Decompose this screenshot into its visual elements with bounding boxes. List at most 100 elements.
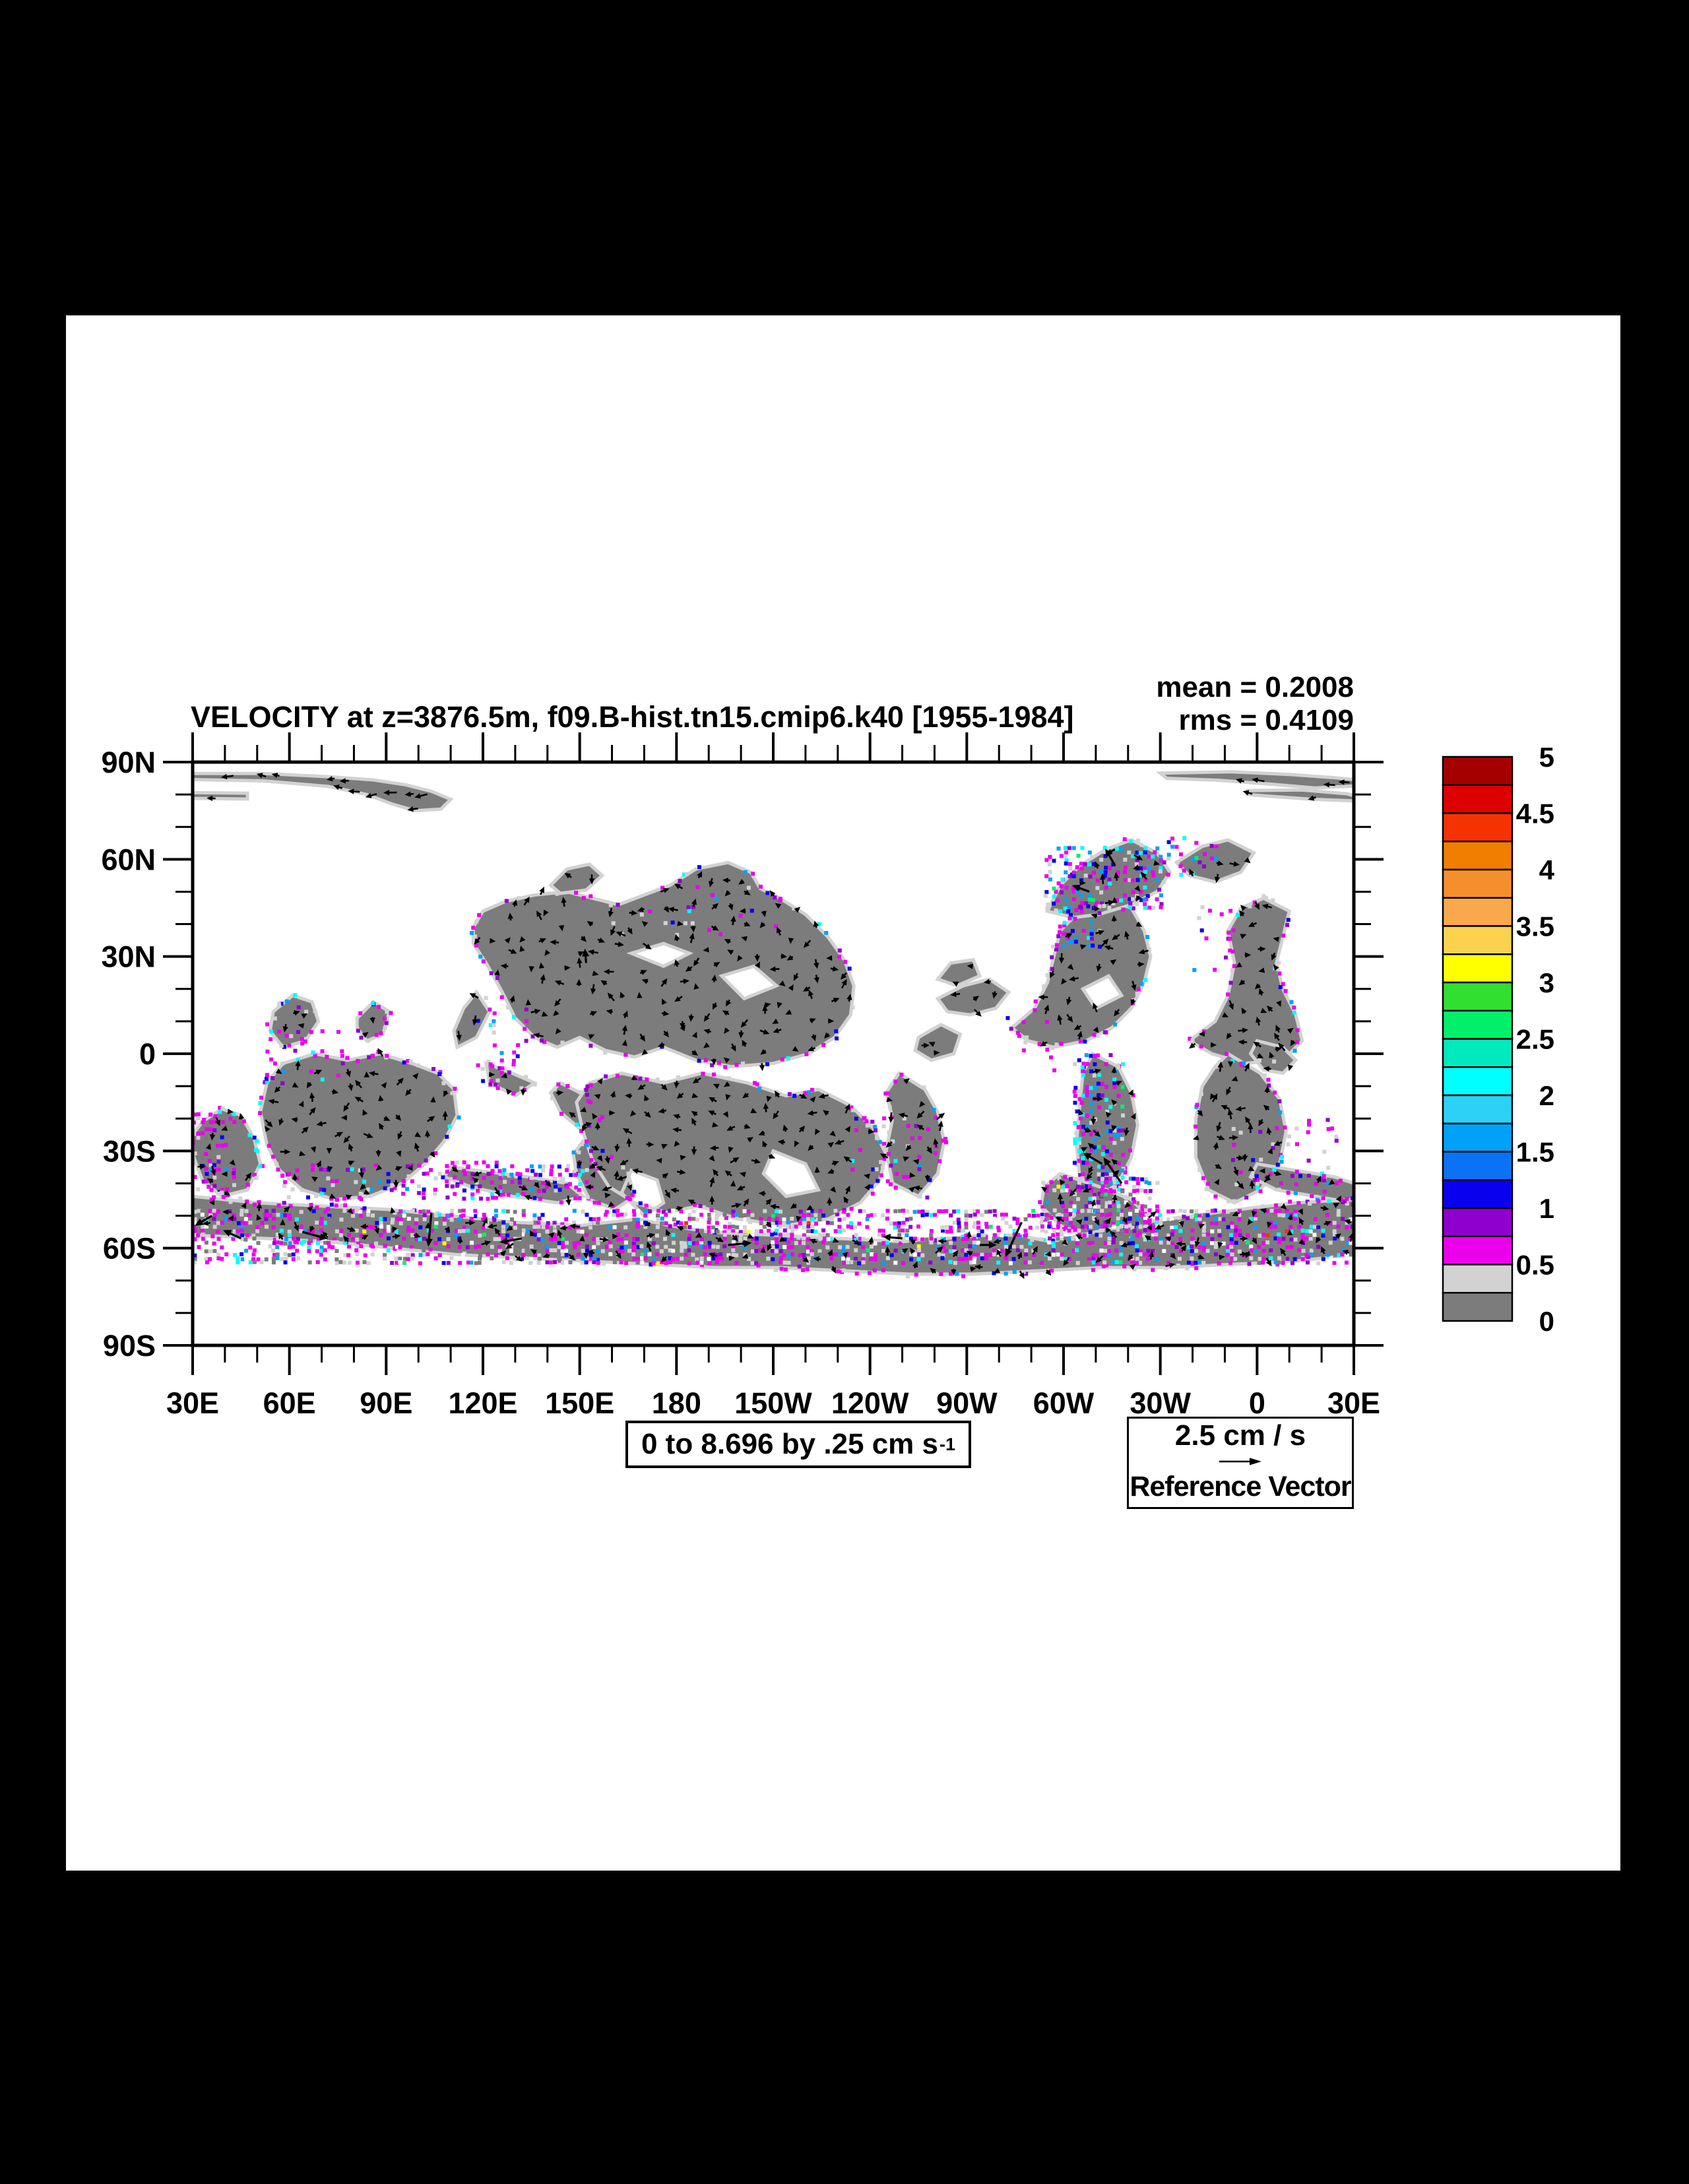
- speckle: [1104, 1220, 1108, 1225]
- velocity-arrow-head: [610, 1091, 616, 1097]
- speckle: [501, 1260, 506, 1264]
- velocity-arrow-head: [703, 947, 709, 953]
- speckle: [1334, 1138, 1339, 1143]
- velocity-arrow-head: [843, 1156, 850, 1163]
- speckle: [1155, 1216, 1159, 1221]
- speckle: [1151, 905, 1156, 910]
- velocity-arrow-head: [1252, 1210, 1258, 1217]
- speckle: [1100, 1184, 1105, 1189]
- velocity-arrow-head: [557, 1229, 563, 1237]
- velocity-arrow-head: [723, 1057, 730, 1064]
- velocity-arrow-head: [1273, 964, 1279, 971]
- speckle: [410, 1256, 414, 1261]
- speckle: [1104, 1213, 1109, 1217]
- speckle: [881, 1261, 886, 1266]
- velocity-arrow-head: [1245, 1116, 1251, 1123]
- velocity-arrow-head: [799, 1126, 806, 1132]
- speckle: [1089, 1148, 1093, 1153]
- speckle: [521, 1209, 526, 1213]
- speckle: [1095, 1033, 1100, 1038]
- velocity-arrow-head: [777, 1002, 782, 1009]
- speckle: [1081, 1132, 1085, 1136]
- velocity-arrow-head: [1233, 861, 1240, 867]
- speckle: [1097, 1205, 1101, 1209]
- speckle: [1096, 1200, 1100, 1204]
- speckle: [821, 1213, 826, 1218]
- velocity-arrow-head: [275, 1068, 282, 1074]
- speckle: [288, 1204, 293, 1208]
- speckle: [212, 1195, 216, 1200]
- speckle: [565, 1233, 569, 1238]
- speckle: [673, 1222, 678, 1227]
- velocity-arrow-head: [1150, 1211, 1157, 1217]
- speckle: [1325, 1252, 1330, 1257]
- velocity-arrow-head: [1308, 795, 1315, 801]
- speckle: [557, 1245, 561, 1250]
- velocity-arrow-head: [934, 1050, 940, 1056]
- speckle: [984, 1225, 989, 1229]
- speckle: [1148, 1189, 1153, 1193]
- velocity-arrow-head: [912, 1159, 920, 1165]
- speckle: [1080, 1176, 1085, 1180]
- velocity-arrow-head: [923, 1043, 930, 1048]
- speckle: [803, 1091, 808, 1095]
- speckle: [386, 1248, 391, 1253]
- speckle: [524, 1007, 528, 1012]
- speckle: [715, 1221, 719, 1225]
- velocity-arrow-head: [589, 878, 595, 885]
- speckle: [554, 1184, 558, 1189]
- speckle: [1093, 1085, 1097, 1089]
- speckle: [1155, 1257, 1159, 1262]
- speckle: [1230, 1158, 1235, 1163]
- velocity-arrow-head: [846, 994, 852, 1000]
- speckle: [656, 1261, 660, 1266]
- speckle: [1043, 893, 1048, 898]
- speckle: [790, 1233, 794, 1237]
- ocean-region-arctic-dash-east: [1246, 788, 1354, 803]
- speckle: [1068, 874, 1072, 879]
- speckle: [232, 1213, 236, 1218]
- velocity-arrow-head: [600, 980, 608, 986]
- speckle: [792, 906, 796, 911]
- velocity-arrow-head: [1133, 864, 1140, 870]
- velocity-arrow-head: [505, 1088, 512, 1095]
- speckle: [386, 1179, 391, 1184]
- speckle: [1320, 1171, 1324, 1176]
- velocity-arrow-head: [1095, 1068, 1102, 1074]
- speckle: [398, 1209, 403, 1213]
- velocity-arrow-head: [1242, 1236, 1248, 1242]
- speckle: [688, 1213, 692, 1217]
- velocity-arrow-head: [1214, 1178, 1220, 1186]
- velocity-arrow-head: [265, 1126, 271, 1132]
- speckle: [323, 1248, 327, 1252]
- velocity-arrow-head: [769, 890, 776, 897]
- velocity-arrow-head: [590, 1011, 598, 1017]
- speckle: [1138, 1252, 1143, 1256]
- speckle: [866, 1248, 870, 1252]
- speckle: [671, 1248, 676, 1253]
- speckle: [1091, 944, 1095, 948]
- speckle: [889, 1253, 894, 1258]
- ocean-region-north-pacific: [471, 860, 856, 1069]
- velocity-arrow-head: [723, 1081, 730, 1087]
- speckle: [1120, 1189, 1125, 1194]
- speckle: [928, 1178, 932, 1182]
- speckle: [329, 1202, 334, 1207]
- speckle: [703, 1252, 707, 1256]
- speckle: [315, 1205, 319, 1209]
- speckle: [233, 1253, 237, 1257]
- speckle: [1217, 1233, 1222, 1238]
- speckle: [402, 1256, 407, 1261]
- speckle: [849, 1105, 854, 1110]
- speckle: [252, 1237, 257, 1241]
- speckle: [956, 1232, 961, 1237]
- speckle: [1073, 1137, 1077, 1141]
- velocity-arrow-head: [728, 904, 734, 911]
- speckle: [775, 1209, 779, 1213]
- speckle: [639, 1244, 644, 1248]
- speckle: [224, 1167, 229, 1172]
- speckle: [924, 1212, 929, 1217]
- speckle: [1142, 1252, 1147, 1257]
- velocity-arrow-head: [472, 1177, 479, 1184]
- speckle: [972, 1212, 977, 1217]
